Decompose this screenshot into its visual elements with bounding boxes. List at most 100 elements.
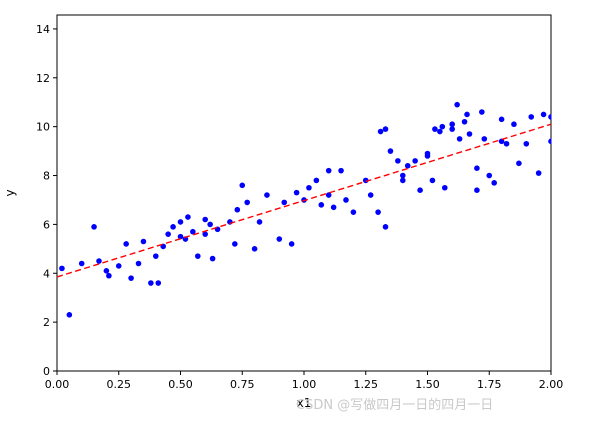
data-point: [106, 272, 112, 279]
data-point: [202, 216, 208, 223]
x-tick-label: 2.00: [539, 378, 564, 391]
data-point: [400, 177, 406, 184]
data-point: [466, 131, 473, 137]
data-point: [123, 241, 129, 247]
data-point: [456, 136, 463, 142]
data-point: [338, 167, 344, 174]
y-tick-label: 12: [36, 72, 50, 85]
axes-box: [56, 14, 552, 372]
data-point: [148, 280, 154, 286]
data-point: [474, 165, 480, 171]
data-point: [439, 123, 446, 130]
data-point: [503, 140, 510, 147]
data-point: [177, 233, 184, 240]
data-point: [479, 109, 485, 115]
data-point: [362, 177, 369, 184]
data-point: [306, 184, 312, 191]
y-tick-label: 0: [43, 365, 50, 378]
data-point: [325, 167, 332, 174]
data-point: [523, 140, 530, 147]
y-tick-label: 4: [43, 267, 50, 280]
data-point: [548, 138, 552, 145]
data-point: [377, 128, 384, 135]
data-point: [412, 158, 418, 164]
data-point: [491, 180, 497, 186]
series-layer: [56, 101, 552, 318]
data-point: [528, 114, 535, 120]
data-point: [437, 128, 443, 135]
data-point: [325, 192, 332, 198]
data-point: [115, 263, 122, 269]
data-point: [313, 177, 320, 184]
x-tick-label: 0.50: [168, 378, 193, 391]
data-point: [153, 253, 159, 259]
data-point: [293, 189, 300, 196]
data-point: [330, 204, 337, 211]
data-point: [404, 162, 411, 169]
data-point: [177, 219, 184, 225]
data-point: [540, 111, 547, 118]
y-tick-label: 10: [36, 121, 50, 134]
data-point: [382, 126, 389, 132]
scatter-points: [59, 101, 552, 318]
data-point: [96, 258, 102, 264]
watermark-text: CSDN @写做四月一日的四月一日: [296, 397, 493, 413]
data-point: [185, 214, 191, 220]
data-point: [474, 187, 480, 193]
data-point: [232, 241, 238, 247]
y-tick-label: 8: [43, 170, 50, 183]
data-point: [449, 121, 456, 128]
x-axis-ticks: 0.00 0.25 0.50 0.75 1.00 1.25 1.50 1.75 2.00: [45, 371, 564, 391]
data-point: [165, 231, 171, 237]
data-point: [128, 275, 134, 281]
data-point: [535, 170, 542, 176]
data-point: [387, 148, 394, 154]
data-point: [429, 177, 436, 184]
plot-area: 0.00 0.25 0.50 0.75 1.00 1.25 1.50 1.75 2.00 0 2 4 6…: [36, 14, 564, 391]
data-point: [140, 238, 147, 245]
data-point: [190, 228, 196, 235]
data-point: [256, 219, 263, 225]
data-point: [461, 118, 468, 125]
x-tick-label: 1.50: [415, 378, 440, 391]
data-point: [548, 114, 552, 120]
data-point: [417, 187, 423, 193]
y-tick-label: 14: [36, 23, 50, 36]
x-tick-label: 1.00: [292, 378, 317, 391]
data-point: [288, 241, 295, 247]
data-point: [59, 265, 65, 272]
data-point: [209, 255, 216, 262]
data-point: [350, 209, 357, 215]
y-axis-ticks: 0 2 4 6 8 10 12 14: [36, 23, 57, 378]
data-point: [382, 224, 389, 230]
data-point: [454, 101, 460, 108]
data-point: [91, 224, 97, 230]
data-point: [244, 199, 250, 206]
data-point: [367, 192, 374, 198]
data-point: [155, 280, 162, 286]
data-point: [194, 253, 201, 259]
x-axis-label: x1: [297, 396, 312, 410]
data-point: [400, 172, 406, 179]
data-point: [449, 126, 456, 132]
x-tick-label: 0.25: [107, 378, 132, 391]
data-point: [498, 138, 505, 145]
data-point: [281, 199, 288, 206]
regression-line: [56, 123, 552, 278]
data-point: [318, 202, 325, 208]
data-point: [234, 206, 241, 213]
data-point: [239, 182, 246, 189]
y-tick-label: 2: [43, 316, 50, 329]
data-point: [170, 224, 176, 230]
x-tick-label: 1.25: [354, 378, 379, 391]
data-point: [395, 158, 401, 164]
data-point: [78, 260, 85, 267]
data-point: [264, 192, 270, 198]
data-point: [432, 126, 438, 132]
x-tick-label: 0.00: [45, 378, 70, 391]
data-point: [202, 231, 208, 237]
data-point: [135, 260, 142, 267]
data-point: [424, 150, 431, 157]
